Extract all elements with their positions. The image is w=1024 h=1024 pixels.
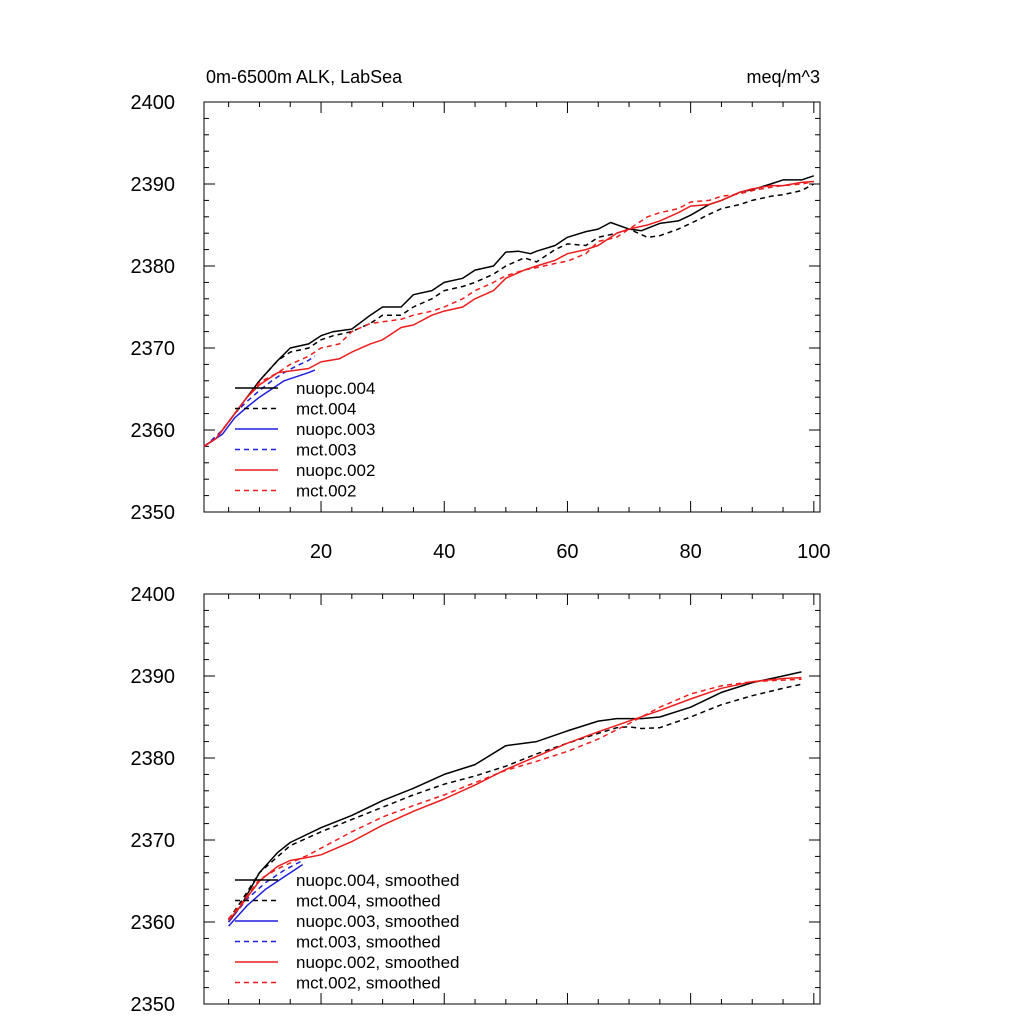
y-tick-label: 2390 bbox=[131, 174, 176, 196]
series-line-mct-003 bbox=[203, 355, 316, 447]
x-tick-labels: 20 40 60 80 100 bbox=[310, 541, 831, 563]
series-line-mct-004-smoothed bbox=[227, 683, 802, 920]
legend-label: nuopc.004 bbox=[296, 379, 375, 398]
y-tick-label: 2390 bbox=[131, 666, 176, 688]
legend-label: mct.004, smoothed bbox=[296, 892, 441, 911]
legend-label: mct.002 bbox=[296, 482, 356, 501]
legend-label: nuopc.003 bbox=[296, 420, 375, 439]
y-tick-label: 2380 bbox=[131, 748, 176, 770]
legend-label: mct.003 bbox=[296, 441, 356, 460]
y-tick-label: 2360 bbox=[131, 420, 176, 442]
series-line-mct-004 bbox=[203, 183, 815, 448]
y-tick-label: 2360 bbox=[131, 912, 176, 934]
legend-label: nuopc.004, smoothed bbox=[296, 871, 460, 890]
series-line-mct-002-smoothed bbox=[228, 678, 802, 920]
series-line-nuopc-002 bbox=[203, 180, 814, 448]
y-tick-label: 2400 bbox=[131, 584, 176, 606]
legend-label: mct.004 bbox=[296, 400, 356, 419]
legend-label: mct.002, smoothed bbox=[296, 974, 441, 993]
top-panel: 0m-6500m ALK, LabSea meq/m^3 2350 2360 237… bbox=[131, 67, 831, 563]
x-tick-label: 40 bbox=[433, 541, 455, 563]
legend-label: nuopc.002 bbox=[296, 461, 375, 480]
series-line-nuopc-002-smoothed bbox=[228, 676, 802, 921]
y-tick-label: 2380 bbox=[131, 256, 176, 278]
y-tick-label: 2370 bbox=[131, 338, 176, 360]
y-tick-label: 2350 bbox=[131, 502, 176, 524]
series-line-nuopc-003 bbox=[203, 369, 316, 448]
series-layer bbox=[227, 671, 802, 927]
plot-frame bbox=[203, 593, 821, 1005]
y-tick-label: 2350 bbox=[131, 994, 176, 1016]
x-tick-label: 20 bbox=[310, 541, 332, 563]
legend-label: mct.003, smoothed bbox=[296, 933, 441, 952]
y-tick-label: 2370 bbox=[131, 830, 176, 852]
series-line-nuopc-003-smoothed bbox=[228, 863, 304, 927]
x-tick-label: 100 bbox=[797, 541, 830, 563]
x-tick-label: 80 bbox=[680, 541, 702, 563]
panel-title: 0m-6500m ALK, LabSea bbox=[206, 67, 403, 87]
y-tick-labels: 2350 2360 2370 2380 2390 2400 bbox=[131, 584, 176, 1016]
y-tick-labels: 2350 2360 2370 2380 2390 2400 bbox=[131, 92, 176, 524]
axis-ticks bbox=[204, 593, 820, 1005]
axis-ticks bbox=[204, 101, 820, 513]
legend-label: nuopc.002, smoothed bbox=[296, 953, 460, 972]
series-layer bbox=[203, 175, 815, 448]
plot-frame bbox=[203, 101, 821, 513]
legend-label: nuopc.003, smoothed bbox=[296, 912, 460, 931]
bottom-panel: 2350 2360 2370 2380 2390 2400 nuopc.004, smoo… bbox=[131, 584, 821, 1016]
x-tick-label: 60 bbox=[556, 541, 578, 563]
y-tick-label: 2400 bbox=[131, 92, 176, 114]
series-line-nuopc-004-smoothed bbox=[228, 671, 802, 923]
units-label: meq/m^3 bbox=[747, 67, 820, 87]
